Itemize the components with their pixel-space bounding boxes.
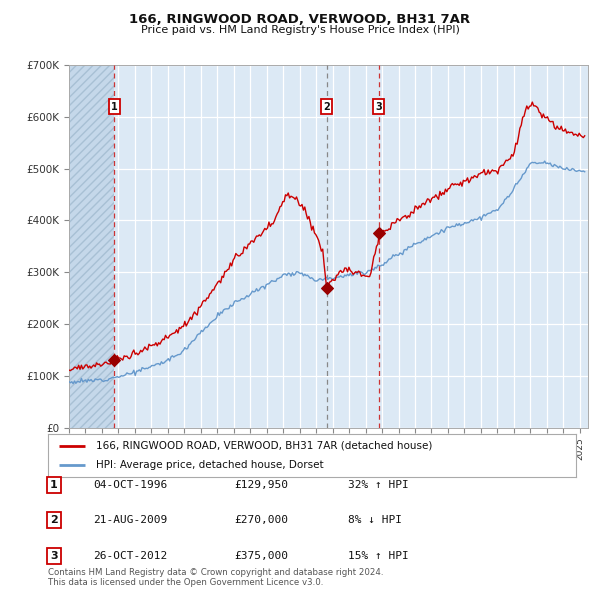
Text: 2: 2 [323,101,330,112]
Text: 166, RINGWOOD ROAD, VERWOOD, BH31 7AR: 166, RINGWOOD ROAD, VERWOOD, BH31 7AR [130,13,470,26]
Text: 2: 2 [50,516,58,525]
Text: 1: 1 [50,480,58,490]
Bar [69,65,115,428]
Text: 3: 3 [376,101,382,112]
Text: 04-OCT-1996: 04-OCT-1996 [93,480,167,490]
Text: £129,950: £129,950 [234,480,288,490]
Text: 8% ↓ HPI: 8% ↓ HPI [348,516,402,525]
Text: £270,000: £270,000 [234,516,288,525]
Point [322,283,331,293]
Text: Price paid vs. HM Land Registry's House Price Index (HPI): Price paid vs. HM Land Registry's House … [140,25,460,35]
Text: 15% ↑ HPI: 15% ↑ HPI [348,551,409,560]
Text: Contains HM Land Registry data © Crown copyright and database right 2024.
This d: Contains HM Land Registry data © Crown c… [48,568,383,587]
Text: 21-AUG-2009: 21-AUG-2009 [93,516,167,525]
Text: £375,000: £375,000 [234,551,288,560]
Text: 166, RINGWOOD ROAD, VERWOOD, BH31 7AR (detached house): 166, RINGWOOD ROAD, VERWOOD, BH31 7AR (d… [95,441,432,451]
Text: 3: 3 [50,551,58,560]
Point [110,356,119,365]
Point [374,229,384,238]
Text: HPI: Average price, detached house, Dorset: HPI: Average price, detached house, Dors… [95,460,323,470]
Text: 32% ↑ HPI: 32% ↑ HPI [348,480,409,490]
Text: 26-OCT-2012: 26-OCT-2012 [93,551,167,560]
Text: 1: 1 [111,101,118,112]
